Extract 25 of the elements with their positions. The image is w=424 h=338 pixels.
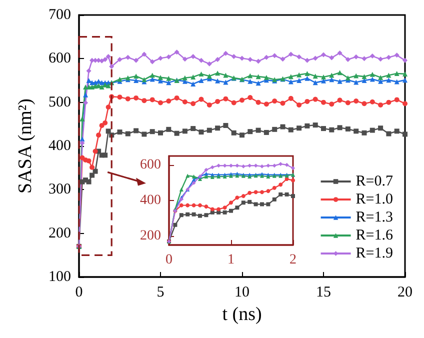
x-tick-label: 20: [398, 284, 412, 300]
x-tick-label: 5: [156, 284, 164, 300]
x-tick-label: 10: [234, 284, 250, 300]
legend-label: R=0.7: [356, 174, 394, 190]
y-tick-label: 400: [48, 138, 71, 154]
legend-label: R=1.6: [356, 228, 394, 244]
legend-label: R=1.9: [356, 246, 394, 262]
y-tick-label: 700: [48, 7, 71, 23]
y-tick-label: 600: [48, 50, 71, 67]
y-tick-label: 300: [48, 182, 71, 198]
x-tick-label: 15: [316, 284, 331, 300]
legend-label: R=1.0: [356, 192, 394, 208]
x-tick-label: 2: [290, 252, 296, 268]
x-tick-label: 0: [166, 252, 172, 268]
legend-label: R=1.3: [356, 210, 394, 226]
x-tick-label: 1: [228, 252, 234, 268]
y-tick-label: 200: [48, 225, 71, 242]
y-tick-label: 100: [48, 269, 71, 285]
y-axis-title: SASA (nm²): [15, 98, 36, 194]
x-tick-label: 0: [75, 284, 83, 300]
y-tick-label: 600: [140, 157, 161, 172]
y-tick-label: 200: [140, 228, 161, 244]
y-tick-label: 400: [140, 193, 161, 208]
x-axis-title: t (ns): [222, 304, 262, 325]
y-tick-label: 500: [48, 94, 71, 110]
